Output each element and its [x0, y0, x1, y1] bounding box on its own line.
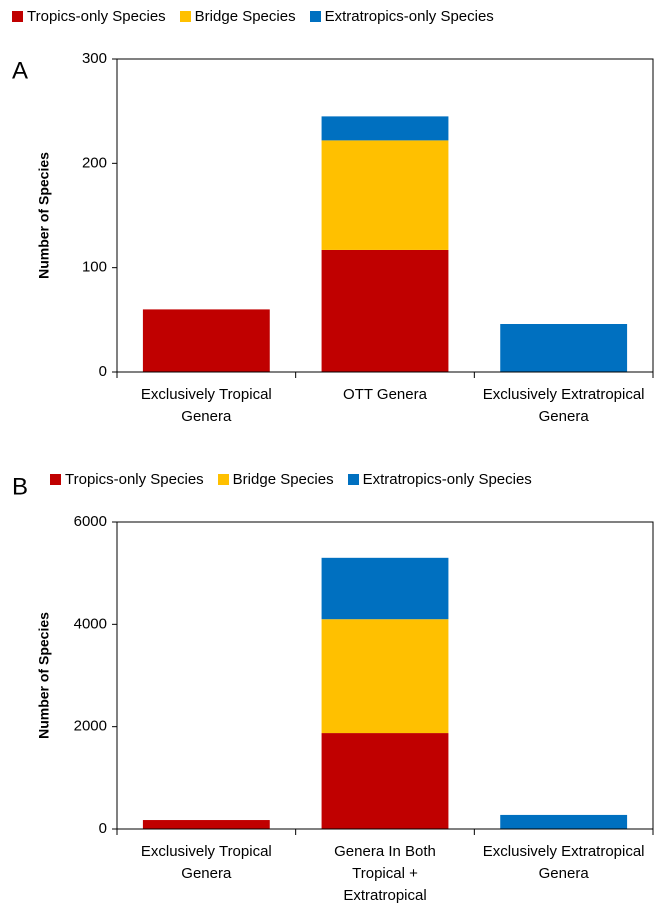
legend-item: Tropics-only Species — [12, 8, 166, 25]
legend-item: Bridge Species — [179, 8, 296, 25]
x-tick-label: Exclusively Tropical Genera — [140, 843, 272, 882]
legend-item: Extratropics-only Species — [347, 471, 532, 488]
panel-label: A — [12, 57, 28, 84]
legend-label: Bridge Species — [232, 471, 334, 488]
legend-swatch — [309, 11, 321, 22]
legend-label: Bridge Species — [194, 8, 296, 25]
bar-segment — [321, 619, 449, 734]
bar-segment — [321, 140, 449, 250]
x-tick-label: OTT Genera — [343, 386, 427, 403]
y-tick-label: 6000 — [74, 513, 107, 530]
legend: Tropics-only Species Bridge Species Extrat… — [50, 471, 532, 488]
legend-label: Extratropics-only Species — [324, 8, 494, 25]
legend-swatch — [347, 474, 359, 485]
y-tick-label: 0 — [99, 363, 107, 380]
legend-label: Extratropics-only Species — [362, 471, 532, 488]
x-tick-label: Exclusively Extratropical Genera — [482, 386, 645, 425]
panel-label: B — [12, 473, 28, 500]
legend-swatch — [50, 474, 61, 485]
y-tick-label: 100 — [82, 259, 107, 276]
y-axis-label: Number of Species — [36, 612, 52, 739]
legend-item: Tropics-only Species — [50, 471, 204, 488]
x-tick-label: Exclusively Tropical Genera — [140, 386, 272, 425]
bar-segment — [321, 733, 449, 829]
x-tick-label: Genera In Both Tropical + Extratropical — [334, 843, 436, 904]
legend-label: Tropics-only Species — [65, 471, 204, 488]
legend-swatch — [12, 11, 23, 22]
y-axis-label: Number of Species — [36, 152, 52, 279]
x-tick-label: Exclusively Extratropical Genera — [482, 843, 645, 882]
bar-segment — [321, 557, 449, 620]
legend-item: Bridge Species — [217, 471, 334, 488]
y-tick-label: 0 — [99, 820, 107, 837]
bar-segment — [321, 249, 449, 372]
legend-item: Extratropics-only Species — [309, 8, 494, 25]
y-tick-label: 2000 — [74, 718, 107, 735]
bar-segment — [500, 324, 628, 372]
legend-swatch — [179, 11, 191, 22]
y-tick-label: 300 — [82, 50, 107, 67]
y-tick-label: 4000 — [74, 615, 107, 632]
bar-segment — [321, 116, 449, 141]
bar-segment — [142, 820, 270, 829]
bar-segment — [500, 814, 628, 829]
legend-swatch — [217, 474, 229, 485]
legend-label: Tropics-only Species — [27, 8, 166, 25]
y-tick-label: 200 — [82, 154, 107, 171]
legend: Tropics-only Species Bridge Species Extrat… — [12, 8, 494, 25]
bar-segment — [142, 309, 270, 372]
